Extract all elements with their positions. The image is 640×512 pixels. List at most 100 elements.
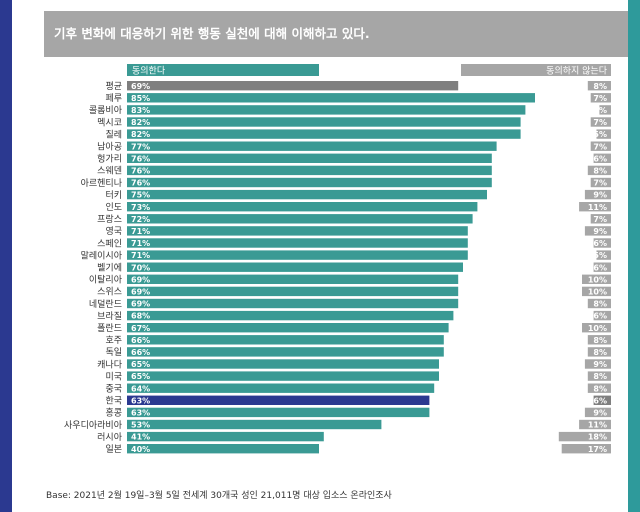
value-label-agree: 66% <box>131 348 150 357</box>
value-label-disagree: 6% <box>593 396 607 405</box>
value-label-disagree: 8% <box>593 372 607 381</box>
legend-disagree-label: 동의하지 않는다 <box>546 66 608 77</box>
value-label-disagree: 7% <box>593 94 607 103</box>
value-label-disagree: 7% <box>593 142 607 151</box>
value-label-agree: 53% <box>131 421 150 430</box>
value-label-agree: 76% <box>131 154 150 163</box>
bar-agree <box>127 202 478 212</box>
value-label-agree: 63% <box>131 409 150 418</box>
legend-agree-label: 동의한다 <box>132 66 166 77</box>
bar-disagree <box>579 202 611 212</box>
bar-disagree <box>582 274 611 284</box>
value-label-agree: 70% <box>131 263 150 272</box>
value-label-agree: 76% <box>131 179 150 188</box>
value-label-agree: 69% <box>131 82 150 91</box>
category-label: 헝가리 <box>97 154 122 165</box>
footnote: Base: 2021년 2월 19일–3월 5일 전세계 30개국 성인 21,… <box>46 491 392 501</box>
bar-agree <box>127 359 439 369</box>
value-label-agree: 83% <box>131 106 150 115</box>
bar-disagree <box>596 129 611 139</box>
value-label-disagree: 9% <box>593 227 607 236</box>
value-label-disagree: 8% <box>593 348 607 357</box>
bar-disagree <box>582 286 611 297</box>
value-label-disagree: 11% <box>588 203 607 212</box>
category-label: 스웨덴 <box>97 165 122 177</box>
bar-disagree <box>582 323 611 333</box>
left-accent-stripe <box>0 0 12 512</box>
value-label-disagree: 8% <box>593 300 607 309</box>
bar-disagree <box>599 105 611 115</box>
bar-agree <box>127 431 324 442</box>
bar-disagree <box>587 165 611 176</box>
value-label-agree: 71% <box>131 239 150 248</box>
value-label-agree: 82% <box>131 130 150 139</box>
bar-disagree <box>558 431 611 442</box>
value-label-agree: 76% <box>131 167 150 176</box>
value-label-disagree: 10% <box>588 275 607 284</box>
value-label-agree: 63% <box>131 396 150 405</box>
category-label: 폴란드 <box>97 322 122 334</box>
category-label: 아르헨티나 <box>81 177 122 189</box>
bar-agree <box>127 129 521 139</box>
category-label: 페루 <box>105 93 122 104</box>
bar-agree <box>127 262 463 272</box>
chart-title: 기후 변화에 대응하기 위한 행동 실천에 대해 이해하고 있다. <box>44 11 628 57</box>
bar-disagree <box>593 395 611 405</box>
bar-disagree <box>584 189 611 200</box>
category-label: 캐나다 <box>97 359 123 370</box>
value-label-disagree: 9% <box>593 191 607 200</box>
bar-disagree <box>587 383 611 393</box>
bar-disagree <box>587 347 611 357</box>
bar-disagree <box>584 226 611 236</box>
value-label-agree: 71% <box>131 251 150 260</box>
bar-disagree <box>596 250 611 260</box>
category-label: 이탈리아 <box>89 275 123 286</box>
category-label: 콜롬비아 <box>89 105 123 116</box>
category-label: 인도 <box>105 202 122 213</box>
value-label-agree: 65% <box>131 360 150 369</box>
category-label: 홍콩 <box>105 407 122 419</box>
bar-agree <box>127 81 459 91</box>
category-label: 미국 <box>105 371 122 382</box>
value-label-disagree: 18% <box>588 433 607 442</box>
value-label-disagree: 7% <box>593 118 607 127</box>
bar-agree <box>127 153 492 163</box>
category-label: 멕시코 <box>97 117 122 128</box>
value-label-agree: 68% <box>131 312 150 321</box>
category-label: 영국 <box>105 226 122 237</box>
bar-agree <box>127 141 497 151</box>
bar-disagree <box>579 419 611 430</box>
category-label: 프랑스 <box>97 213 122 225</box>
bar-agree <box>127 419 382 430</box>
value-label-disagree: 6% <box>593 263 607 272</box>
value-label-disagree: 4% <box>593 106 607 115</box>
value-label-agree: 40% <box>131 445 150 454</box>
category-label: 호주 <box>105 335 122 346</box>
bar-agree <box>127 250 468 260</box>
category-label: 네덜란드 <box>89 298 122 310</box>
value-label-disagree: 5% <box>593 130 607 139</box>
value-label-agree: 67% <box>131 324 150 333</box>
category-label: 한국 <box>105 396 122 407</box>
category-label: 중국 <box>105 384 122 395</box>
legend-agree-swatch <box>127 64 319 76</box>
category-label: 스페인 <box>97 238 122 249</box>
value-label-agree: 73% <box>131 203 150 212</box>
bar-agree <box>127 189 487 200</box>
bar-disagree <box>584 407 611 418</box>
bar-agree <box>127 335 444 345</box>
value-label-agree: 77% <box>131 142 150 151</box>
bar-agree <box>127 177 492 188</box>
value-label-disagree: 5% <box>593 251 607 260</box>
bar-disagree <box>587 371 611 381</box>
bar-agree <box>127 274 459 284</box>
value-label-disagree: 9% <box>593 360 607 369</box>
value-label-agree: 75% <box>131 191 150 200</box>
bar-agree <box>127 323 449 333</box>
value-label-disagree: 7% <box>593 179 607 188</box>
bar-disagree <box>590 177 611 188</box>
bar-disagree <box>561 444 611 454</box>
value-label-disagree: 10% <box>588 288 607 297</box>
bar-agree <box>127 93 535 103</box>
